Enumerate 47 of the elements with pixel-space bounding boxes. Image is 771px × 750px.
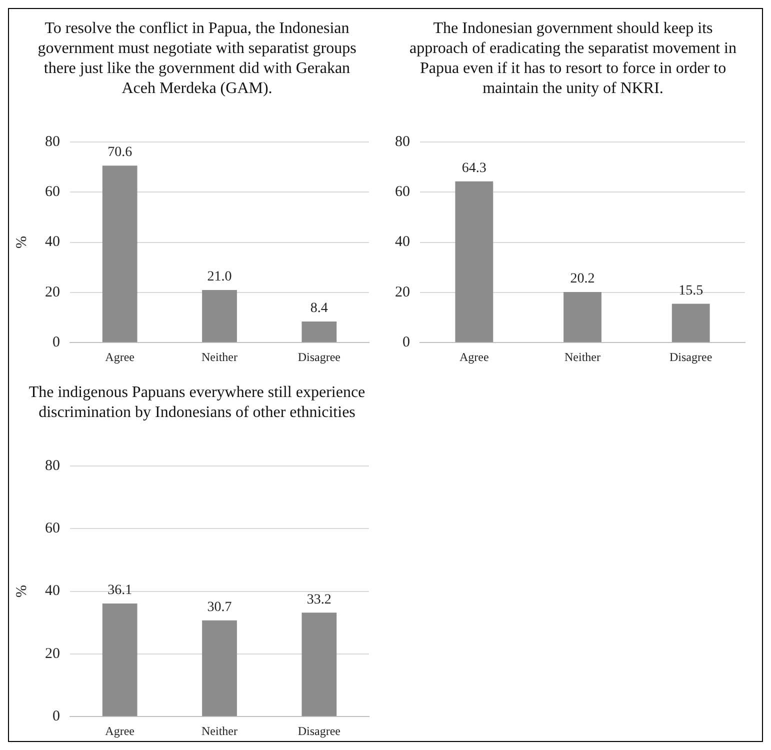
y-tick-label: 60 [45, 184, 60, 200]
y-axis-title: % [14, 236, 30, 249]
chart-title: The indigenous Papuans everywhere still experience discrimination by Indonesians of other ethnicities [28, 383, 366, 423]
x-tick-label: Neither [202, 724, 238, 738]
data-label: 15.5 [678, 283, 704, 298]
data-label: 36.1 [108, 583, 132, 598]
bar [455, 181, 494, 342]
chart-title: The Indonesian government should keep its approach of eradicating the separatist movement in Papua even if it has to resort to force in order to maintain the unity of NKRI. [408, 19, 738, 99]
x-tick-label: Agree [460, 350, 489, 364]
x-tick-label: Disagree [298, 350, 340, 364]
x-tick-label: Agree [105, 350, 134, 364]
x-tick-label: Disagree [298, 724, 340, 738]
data-label: 21.0 [207, 270, 232, 285]
data-label: 64.3 [462, 161, 486, 176]
bar [102, 166, 138, 342]
bar [102, 604, 138, 716]
y-tick-label: 40 [395, 234, 410, 250]
data-label: 30.7 [207, 600, 232, 616]
y-tick-label: 40 [45, 234, 60, 250]
x-tick-label: Neither [564, 350, 600, 364]
y-tick-label: 80 [395, 134, 410, 150]
y-tick-label: 40 [45, 583, 60, 600]
y-tick-label: 0 [52, 334, 60, 351]
bar [302, 322, 337, 342]
y-tick-label: 60 [45, 520, 60, 537]
y-tick-label: 80 [45, 134, 60, 150]
bar [564, 292, 602, 342]
x-tick-label: Agree [105, 724, 134, 738]
data-label: 20.2 [570, 272, 595, 287]
data-label: 33.2 [306, 592, 332, 608]
y-tick-label: 20 [395, 284, 410, 300]
y-tick-label: 20 [45, 284, 60, 300]
bar [302, 612, 337, 716]
y-tick-label: 60 [395, 184, 410, 200]
x-tick-label: Neither [202, 350, 238, 364]
chart-title: To resolve the conflict in Papua, the Indonesian government must negotiate with separatist groups there just like the government did with Gerakan Aceh Merdeka (GAM). [36, 19, 358, 99]
bar [202, 620, 237, 716]
y-tick-label: 0 [52, 708, 60, 725]
y-tick-label: 0 [402, 334, 410, 351]
y-axis-title: % [14, 585, 30, 598]
y-tick-label: 80 [45, 458, 60, 474]
data-label: 8.4 [310, 301, 328, 316]
bar [202, 290, 237, 342]
data-label: 70.6 [108, 145, 132, 160]
bar [672, 304, 710, 342]
y-tick-label: 20 [45, 646, 60, 662]
x-tick-label: Disagree [670, 350, 712, 364]
